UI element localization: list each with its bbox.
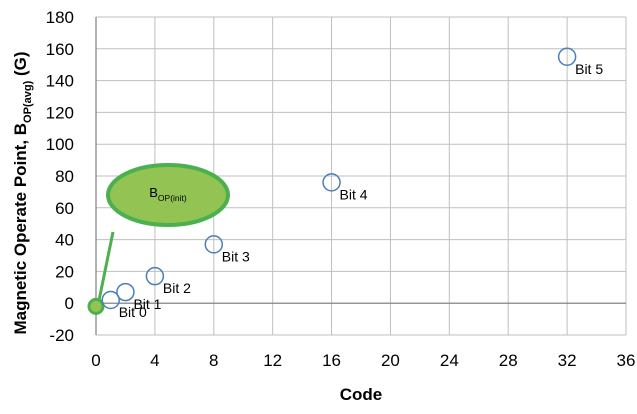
callout: BOP(init) <box>97 163 230 301</box>
callout-label-main: B <box>149 185 158 200</box>
x-tick-label: 12 <box>263 351 282 370</box>
data-point-label: Bit 1 <box>133 296 161 312</box>
y-axis-title-subscript: OP(avg) <box>22 80 34 123</box>
y-axis-title-suffix: (G) <box>11 51 30 80</box>
data-point-label: Bit 5 <box>575 61 603 77</box>
callout-bubble <box>106 163 230 227</box>
y-axis-title: Magnetic Operate Point, BOP(avg) (G) <box>11 51 34 334</box>
x-tick-label: 36 <box>617 351 636 370</box>
y-tick-label: 60 <box>55 199 74 218</box>
y-tick-label: 20 <box>55 262 74 281</box>
data-point-marker <box>322 173 341 192</box>
data-point-marker <box>101 290 120 310</box>
data-point-marker <box>145 266 165 286</box>
callout-label: BOP(init) <box>149 185 187 203</box>
y-tick-label: 120 <box>46 103 74 122</box>
y-tick-label: 0 <box>65 294 74 313</box>
data-points <box>87 47 577 315</box>
data-point-label: Bit 3 <box>222 248 250 264</box>
y-tick-label: 160 <box>46 40 74 59</box>
callout-label-subscript: OP(init) <box>158 193 187 203</box>
x-tick-label: 24 <box>440 351 459 370</box>
data-point-marker <box>204 235 224 254</box>
y-tick-label: 40 <box>55 231 74 250</box>
x-tick-label: 4 <box>150 351 159 370</box>
x-tick-label: 16 <box>322 351 341 370</box>
data-point-label: Bit 2 <box>163 280 191 296</box>
x-tick-label: 32 <box>558 351 577 370</box>
tick-labels: 0 4 8 12 16 20 24 28 32 36 -20 0 20 40 60 80 100 120 140 16… <box>46 8 636 370</box>
y-tick-label: -20 <box>49 326 74 345</box>
data-point-label: Bit 4 <box>340 186 368 202</box>
data-point-marker <box>87 297 105 315</box>
y-axis-title-prefix: Magnetic Operate Point, B <box>11 123 30 335</box>
data-point-marker <box>116 282 135 302</box>
y-tick-label: 180 <box>46 8 74 27</box>
axes <box>95 17 626 335</box>
y-tick-label: 140 <box>46 72 74 91</box>
x-tick-label: 8 <box>209 351 218 370</box>
x-tick-label: 28 <box>499 351 518 370</box>
data-point-label: Bit 0 <box>119 304 147 320</box>
x-axis-title: Code <box>340 385 383 404</box>
data-point-marker <box>557 47 577 66</box>
y-tick-label: 80 <box>55 167 74 186</box>
x-tick-label: 20 <box>381 351 400 370</box>
y-tick-label: 100 <box>46 135 74 154</box>
callout-leader-line <box>97 231 115 301</box>
x-tick-label: 0 <box>91 351 100 370</box>
